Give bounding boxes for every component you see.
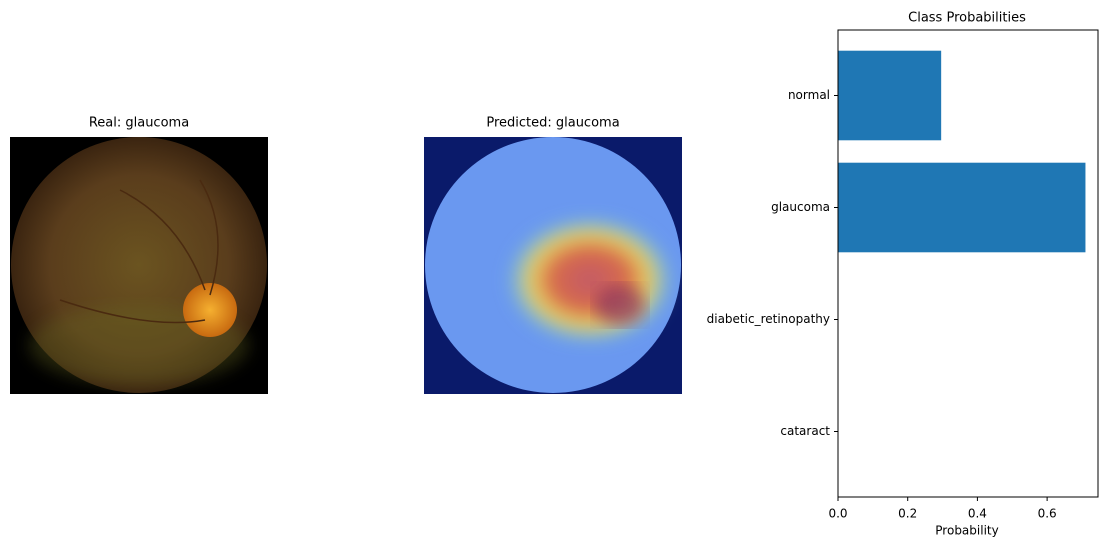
chart-title: Class Probabilities bbox=[908, 11, 1026, 26]
y-tick-label: glaucoma bbox=[771, 200, 830, 214]
image-title: Predicted: glaucoma bbox=[486, 116, 619, 131]
bar bbox=[838, 51, 941, 141]
optic-disc bbox=[183, 283, 237, 337]
x-tick-label: 0.4 bbox=[968, 507, 987, 521]
heatmap-blob bbox=[505, 215, 675, 345]
bar bbox=[838, 163, 1085, 253]
bar-chart: 0.0 0.2 0.4 0.6 normal glaucoma diabetic_retin… bbox=[707, 51, 1086, 521]
image-title: Real: glaucoma bbox=[89, 116, 189, 131]
y-tick-label: normal bbox=[788, 88, 830, 102]
y-tick-label: cataract bbox=[780, 424, 830, 438]
x-tick-label: 0.2 bbox=[898, 507, 917, 521]
heatmap-disc bbox=[595, 285, 645, 325]
y-tick-label: diabetic_retinopathy bbox=[707, 312, 830, 326]
x-axis-label: Probability bbox=[935, 524, 998, 538]
x-tick-label: 0.0 bbox=[828, 507, 847, 521]
figure: Real: glaucoma Predicted: glaucoma Class… bbox=[0, 0, 1114, 544]
x-tick-label: 0.6 bbox=[1038, 507, 1057, 521]
